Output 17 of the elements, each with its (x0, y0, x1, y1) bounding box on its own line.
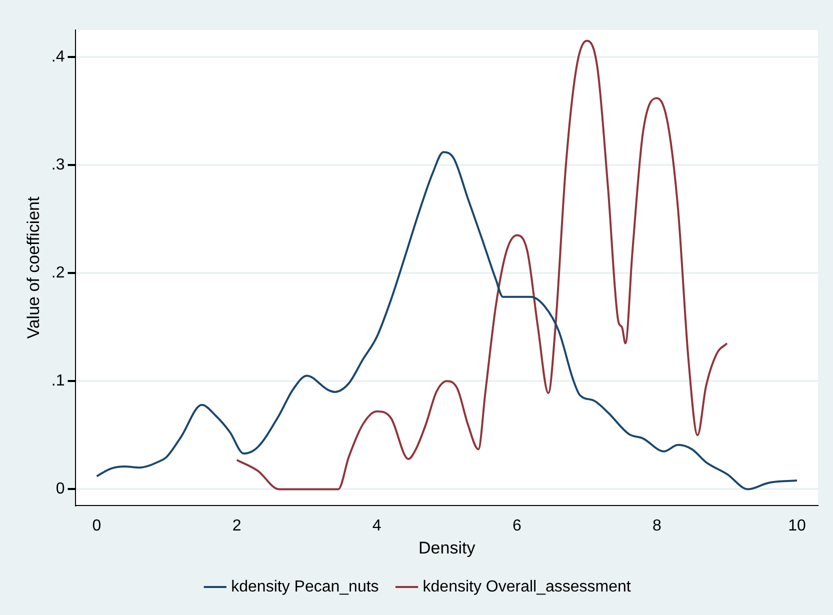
x-tick-label: 4 (372, 517, 382, 534)
x-axis-title: Density (418, 538, 476, 558)
line-series (236, 40, 728, 490)
y-tick-label: .2 (51, 264, 65, 282)
x-tick-label: 6 (512, 517, 522, 534)
y-tick-label: .4 (51, 48, 65, 66)
x-tick-label: 8 (652, 517, 662, 534)
x-tick-label: 0 (92, 517, 102, 534)
line-series (96, 151, 798, 490)
x-tick-label: 2 (232, 517, 242, 534)
y-axis-title: Value of coefficient (24, 196, 43, 339)
y-tick-label: .3 (51, 156, 65, 174)
legend-label: kdensity Pecan_nuts (231, 578, 379, 596)
legend-label: kdensity Overall_assessment (422, 578, 632, 596)
y-tick-label: .1 (51, 372, 65, 390)
y-tick-label: 0 (56, 480, 65, 498)
x-tick-label: 10 (788, 517, 806, 534)
